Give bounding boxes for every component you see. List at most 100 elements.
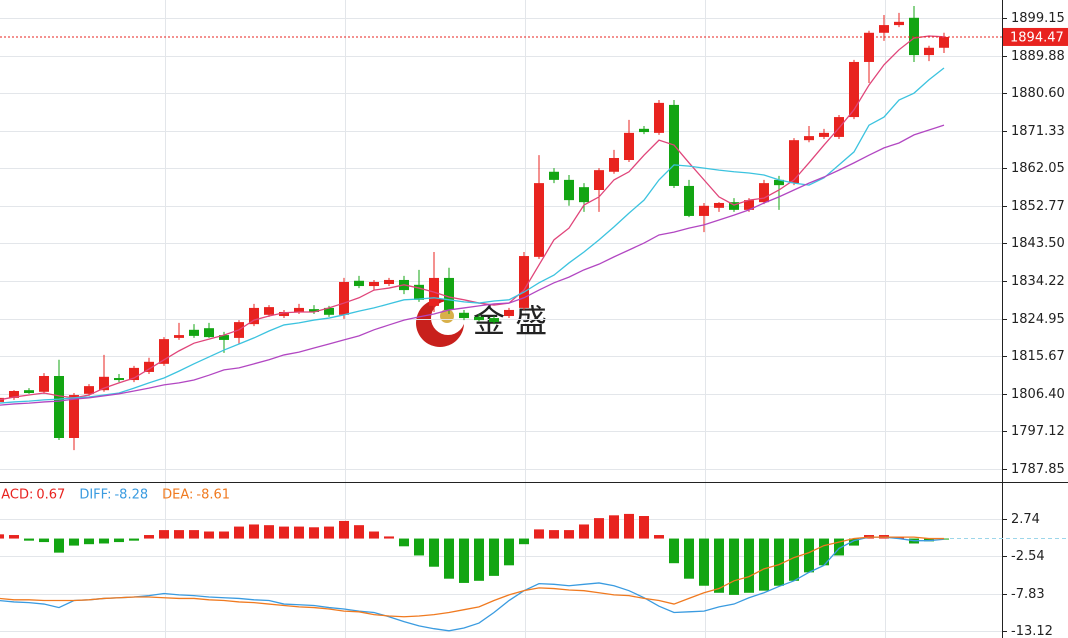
candle-body [309,309,319,312]
macd-bar [564,530,574,539]
y-tick-label: 1834.22 [1011,274,1065,289]
candle-body [24,390,34,394]
candle-body [849,61,859,118]
candle-body [879,25,889,33]
macd-bar [264,525,274,539]
y-tick-label: 1862.05 [1011,161,1065,176]
macd-bar [159,530,169,539]
macd-bar [594,518,604,539]
macd-bar [789,538,799,581]
macd-bar [834,538,844,556]
macd-bar [279,526,289,539]
watermark: 金 盛 [473,302,547,340]
indicator-line [0,67,945,404]
indicator-line [0,35,945,401]
legend-value: -8.28 [114,488,148,503]
macd-bar [924,538,934,542]
macd-bar [639,516,649,539]
candle-body [639,128,649,133]
y-tick-label: 1871.33 [1011,124,1065,139]
y-tick-label: 1787.85 [1011,462,1065,477]
candle-body [444,277,454,310]
macd-bar [534,529,544,539]
macd-bar [309,527,319,539]
macd-bar [819,538,829,566]
y-tick-label: 1852.77 [1011,199,1065,214]
legend-value: -8.61 [196,488,230,503]
watermark-logo [416,299,465,347]
macd-bar [399,538,409,547]
macd-bar [144,535,154,539]
candle-body [519,256,529,308]
macd-bar [669,538,679,564]
macd-bar [804,538,814,573]
candle-body [774,179,784,186]
y-tick-label: -7.83 [1011,587,1045,602]
candle-body [294,307,304,312]
macd-bar [69,538,79,546]
y-tick-label: 1880.60 [1011,86,1065,101]
candle-body [504,309,514,317]
macd-bar [684,538,694,579]
macd-bar [849,538,859,546]
macd-bar [174,530,184,539]
macd-bar [54,538,64,553]
candle-body [459,312,469,319]
candle-body [804,136,814,141]
legend-label: MACD: [0,488,33,503]
candle-body [369,281,379,287]
candle-body [279,311,289,317]
y-tick-label: 1889.88 [1011,49,1065,64]
candle-body [99,376,109,391]
candle-body [534,183,544,257]
y-tick-label: 1806.40 [1011,387,1065,402]
candle-body [759,183,769,203]
candle-body [939,36,949,48]
candle-body [924,47,934,56]
y-tick-label: -13.12 [1011,624,1053,638]
candle-body [354,280,364,287]
macd-bar [369,531,379,539]
candle-body [864,32,874,62]
candle-body [714,202,724,208]
candle-body [9,390,19,398]
y-tick-label: -2.54 [1011,549,1045,564]
macd-bar [249,524,259,539]
macd-bar [129,538,139,541]
candle-body [549,171,559,180]
y-tick-label: 1824.95 [1011,312,1065,327]
macd-bar [84,538,94,545]
current-price-label: 1894.47 [1010,30,1064,45]
candle-body [684,185,694,216]
macd-bar [654,535,664,539]
legend-label: DIFF: [79,488,111,503]
indicator-line [0,124,945,406]
indicator-line [0,536,944,618]
macd-bar [489,538,499,576]
legend-value: 0.67 [36,488,65,503]
macd-bar [729,538,739,595]
macd-bar [114,538,124,543]
candle-body [249,307,259,325]
macd-bar [759,538,769,591]
macd-bar [384,536,394,539]
candle-body [264,307,274,315]
macd-bar [339,520,349,539]
candle-body [744,200,754,210]
macd-bar [519,538,529,545]
candle-body [414,284,424,300]
macd-bar [219,531,229,539]
macd-bar [504,538,514,566]
candle-body [54,375,64,438]
candle-body [144,361,154,372]
candle-body [129,367,139,381]
macd-bar [894,537,904,539]
macd-bar [414,538,424,556]
macd-bar [39,538,49,543]
y-tick-label: 1815.67 [1011,349,1065,364]
candle-body [729,202,739,210]
macd-bar [0,534,4,539]
candle-body [324,307,334,315]
macd-bar [744,538,754,593]
